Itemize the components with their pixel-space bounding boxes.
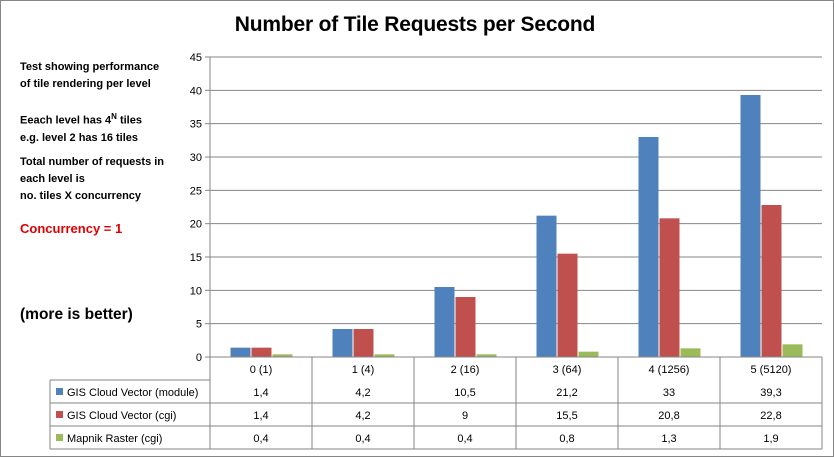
data-value-label: 15,5 [556, 410, 577, 422]
bar [578, 351, 599, 357]
legend-series-name: GIS Cloud Vector (module) [67, 387, 198, 399]
bar [782, 344, 803, 357]
category-label: 0 (1) [250, 364, 273, 376]
bar [680, 348, 701, 357]
note-text: tiles [116, 114, 142, 127]
total-requests-note: Total number of requests in each level i… [20, 154, 190, 205]
y-tick-label: 5 [196, 319, 202, 331]
note-line: no. tiles X concurrency [20, 190, 142, 202]
data-value-label: 9 [462, 410, 468, 422]
data-value-label: 1,4 [253, 387, 268, 399]
bar [536, 215, 557, 357]
legend-series-name: Mapnik Raster (cgi) [67, 433, 162, 445]
data-value-label: 1,9 [763, 433, 778, 445]
tiles-per-level-note: Eeach level has 4N tiles e.g. level 2 ha… [20, 108, 190, 147]
legend-swatch [56, 434, 63, 441]
category-label: 1 (4) [352, 364, 375, 376]
data-value-label: 21,2 [556, 387, 577, 399]
bar [659, 218, 680, 357]
bar [434, 287, 455, 357]
legend-series-name: GIS Cloud Vector (cgi) [67, 410, 176, 422]
data-value-label: 22,8 [760, 410, 781, 422]
note-line: Eeach level has 4N tiles [20, 108, 190, 130]
y-tick-label: 40 [190, 85, 202, 97]
data-value-label: 0,4 [457, 433, 472, 445]
note-line: of tile rendering per level [20, 78, 151, 90]
test-description-note: Test showing performance of tile renderi… [20, 59, 190, 93]
bar [332, 329, 353, 357]
chart-title: Number of Tile Requests per Second [234, 13, 596, 36]
data-value-label: 0,4 [355, 433, 370, 445]
data-value-label: 1,3 [661, 433, 676, 445]
data-value-label: 4,2 [355, 387, 370, 399]
bar [557, 253, 578, 357]
legend-swatch [56, 388, 63, 395]
bar [374, 354, 395, 357]
data-value-label: 0,4 [253, 433, 268, 445]
data-value-label: 39,3 [760, 387, 781, 399]
data-value-label: 1,4 [253, 410, 268, 422]
bar [455, 297, 476, 357]
category-label: 2 (16) [451, 364, 480, 376]
data-value-label: 33 [663, 387, 675, 399]
bar [272, 354, 293, 357]
category-label: 5 (5120) [751, 364, 792, 376]
y-tick-label: 0 [196, 352, 202, 364]
y-tick-label: 10 [190, 285, 202, 297]
data-value-label: 20,8 [658, 410, 679, 422]
note-text: Eeach level has 4 [20, 114, 112, 127]
y-tick-label: 35 [190, 119, 202, 131]
bar [638, 137, 659, 357]
legend-swatch [56, 411, 63, 418]
concurrency-label: Concurrency = 1 [20, 221, 123, 236]
data-value-label: 4,2 [355, 410, 370, 422]
data-value-label: 0,8 [559, 433, 574, 445]
note-line: e.g. level 2 has 16 tiles [20, 131, 139, 144]
note-line: Total number of requests in [20, 156, 165, 168]
bar [251, 347, 272, 357]
more-is-better-label: (more is better) [20, 306, 133, 323]
note-line: Test showing performance [20, 61, 160, 73]
y-tick-label: 15 [190, 252, 202, 264]
bar [761, 205, 782, 357]
data-value-label: 10,5 [454, 387, 475, 399]
y-tick-label: 30 [190, 152, 202, 164]
category-label: 4 (1256) [649, 364, 690, 376]
bar [230, 347, 251, 357]
y-tick-label: 25 [190, 185, 202, 197]
bar [476, 354, 497, 357]
y-tick-label: 20 [190, 219, 202, 231]
y-tick-label: 45 [190, 52, 202, 64]
note-superscript: N [111, 112, 117, 121]
note-line: each level is [20, 173, 85, 185]
bar [353, 329, 374, 357]
bar [740, 95, 761, 357]
category-label: 3 (64) [553, 364, 582, 376]
